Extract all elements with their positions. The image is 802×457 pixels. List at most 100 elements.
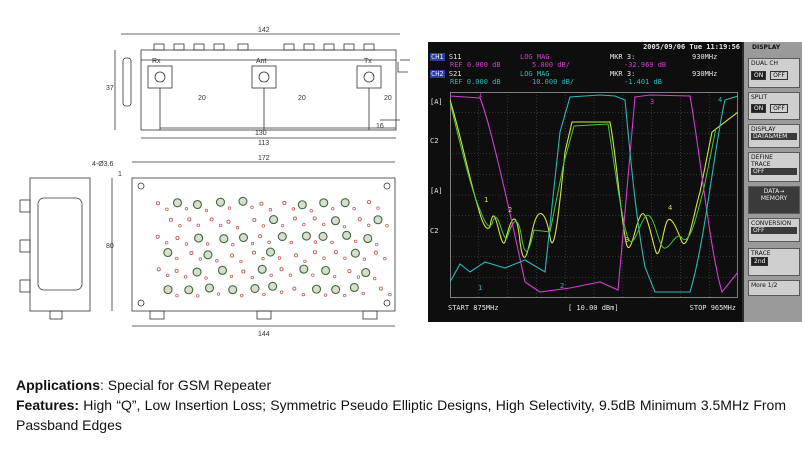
tuning-screw bbox=[311, 284, 322, 294]
dim-edge-offset: 16 bbox=[376, 123, 384, 130]
small-hole bbox=[343, 293, 347, 298]
split-label: SPLIT bbox=[751, 94, 768, 101]
ch1-tag: CH1 bbox=[430, 53, 445, 61]
dual-ch-off[interactable]: OFF bbox=[770, 71, 788, 80]
small-hole bbox=[322, 256, 326, 260]
small-hole bbox=[373, 276, 377, 281]
ch2-trace bbox=[450, 99, 738, 258]
mounting-hole bbox=[241, 269, 246, 274]
trace-softkey[interactable]: TRACE 2nd bbox=[748, 248, 800, 276]
small-hole bbox=[184, 242, 189, 246]
small-hole bbox=[198, 257, 203, 261]
small-hole bbox=[280, 223, 285, 228]
small-hole bbox=[361, 291, 365, 296]
mounting-hole bbox=[282, 200, 287, 205]
trace-marker: 2 bbox=[560, 282, 564, 290]
tuning-screw bbox=[350, 248, 360, 258]
trace-marker: 3 bbox=[650, 98, 654, 106]
data-memory-softkey[interactable]: DATA→ MEMORY bbox=[748, 186, 800, 214]
dim-overall-width: 142 bbox=[258, 27, 270, 34]
trace2-label: TRACE bbox=[751, 250, 771, 257]
small-hole bbox=[240, 294, 244, 298]
trace-marker: 1 bbox=[478, 92, 482, 99]
tuning-screw bbox=[269, 215, 279, 225]
small-hole bbox=[184, 275, 188, 279]
small-hole bbox=[204, 208, 209, 213]
small-hole bbox=[165, 241, 169, 245]
mounting-hole bbox=[357, 217, 362, 222]
tuning-screw bbox=[238, 196, 248, 206]
small-hole bbox=[268, 208, 273, 212]
s21-trace bbox=[450, 94, 738, 293]
trace-marker: 4 bbox=[718, 96, 722, 104]
mounting-hole bbox=[209, 217, 214, 222]
ch2-header: CH2 S21 bbox=[430, 70, 462, 78]
tuning-screw bbox=[319, 198, 329, 208]
split-softkey[interactable]: SPLIT ON OFF bbox=[748, 92, 800, 120]
small-hole bbox=[277, 256, 282, 260]
ch2-marker-freq: 930MHz bbox=[692, 70, 718, 78]
small-hole bbox=[291, 207, 296, 211]
small-hole bbox=[205, 242, 210, 246]
dual-ch-label: DUAL CH bbox=[751, 60, 779, 67]
define-label: DEFINE bbox=[751, 154, 773, 161]
tuning-screw bbox=[192, 199, 203, 210]
display-softkey[interactable]: DISPLAY DATA&MEM bbox=[748, 124, 800, 148]
ch2-marker: MKR 3: bbox=[610, 70, 636, 78]
dim-bottom-edge-offset: 1 bbox=[118, 171, 122, 178]
tuning-screw bbox=[163, 285, 173, 295]
side-label-c2-1: C2 bbox=[430, 137, 439, 145]
small-hole bbox=[311, 273, 315, 277]
tuning-screw bbox=[340, 198, 350, 208]
small-hole bbox=[215, 259, 219, 263]
dim-bottom-width: 144 bbox=[258, 331, 270, 338]
split-on[interactable]: ON bbox=[751, 104, 767, 113]
tuning-screw bbox=[321, 265, 331, 276]
tuning-screw bbox=[268, 281, 278, 291]
mounting-hole bbox=[312, 250, 317, 255]
small-hole bbox=[279, 290, 284, 294]
tuning-screw bbox=[363, 233, 373, 244]
data-memory-label-1: DATA→ bbox=[763, 188, 785, 195]
tuning-screw bbox=[257, 264, 267, 274]
sparam-plot: 1 3 4 1 2 3 4 1 2 bbox=[450, 92, 738, 298]
analyzer-screen: 2005/09/06 Tue 11:19:56 CH1 S11 LOG MAG … bbox=[428, 42, 742, 322]
trace2-value[interactable]: 2nd bbox=[751, 257, 769, 266]
side-label-a2: [A] bbox=[430, 187, 443, 195]
dual-ch-softkey[interactable]: DUAL CH ON OFF bbox=[748, 58, 800, 88]
small-hole bbox=[262, 292, 266, 297]
mounting-hole bbox=[259, 201, 264, 206]
s11-trace bbox=[450, 94, 738, 294]
tuning-screw-pattern bbox=[155, 196, 392, 298]
features-label: Features: bbox=[16, 397, 80, 413]
tuning-screw bbox=[228, 285, 238, 295]
dim-bottom-height: 80 bbox=[106, 243, 114, 250]
mounting-hole bbox=[293, 253, 298, 258]
small-hole bbox=[343, 256, 347, 260]
small-hole bbox=[330, 240, 334, 245]
mounting-hole bbox=[292, 286, 297, 291]
trace-marker: 3 bbox=[625, 236, 629, 244]
conversion-value: OFF bbox=[751, 227, 797, 234]
more-softkey[interactable]: More 1/2 bbox=[748, 280, 800, 296]
tuning-screw bbox=[342, 230, 352, 240]
mounting-hole bbox=[292, 216, 297, 221]
small-hole bbox=[362, 257, 367, 261]
small-hole bbox=[175, 256, 179, 261]
ref-level: [ 10.00 dBm] bbox=[568, 304, 619, 312]
small-hole bbox=[218, 223, 223, 228]
conversion-softkey[interactable]: CONVERSION OFF bbox=[748, 218, 800, 242]
small-hole bbox=[250, 275, 254, 280]
small-hole bbox=[235, 226, 240, 230]
trace-marker: 1 bbox=[484, 196, 488, 204]
split-off[interactable]: OFF bbox=[770, 104, 788, 113]
product-description: Applications: Special for GSM Repeater F… bbox=[16, 375, 786, 435]
side-label-a1: [A] bbox=[430, 98, 443, 106]
dual-ch-on[interactable]: ON bbox=[751, 71, 767, 80]
small-hole bbox=[175, 293, 179, 298]
network-analyzer-screenshot: 2005/09/06 Tue 11:19:56 CH1 S11 LOG MAG … bbox=[428, 42, 802, 322]
softkey-panel: DISPLAY DUAL CH ON OFF SPLIT ON OFF DISP… bbox=[744, 42, 802, 322]
small-hole bbox=[239, 259, 243, 264]
define-trace-softkey[interactable]: DEFINE TRACE OFF bbox=[748, 152, 800, 182]
mounting-hole bbox=[252, 217, 257, 222]
